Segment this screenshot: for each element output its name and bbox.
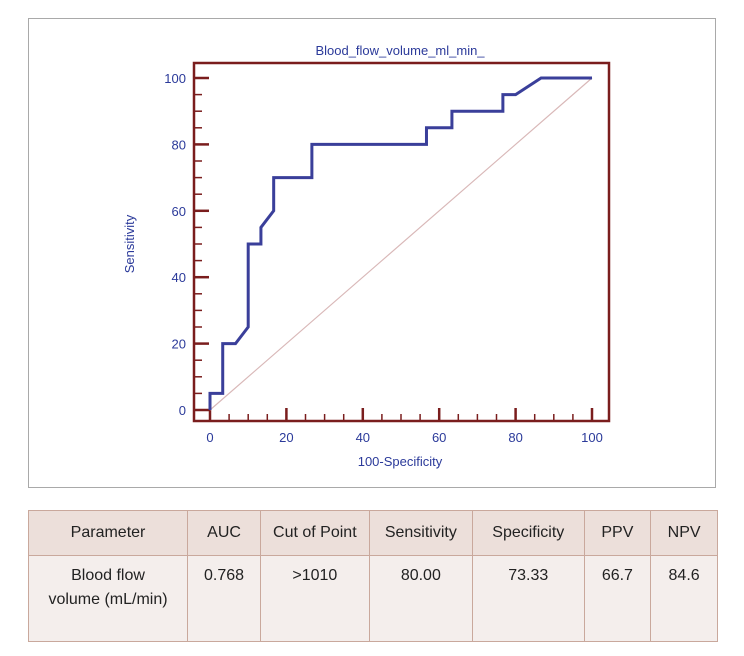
column-header: PPV (583, 510, 652, 556)
x-tick-label: 40 (356, 430, 370, 445)
y-tick-label: 20 (172, 337, 186, 352)
table-cell: 80.00 (368, 555, 473, 642)
table-cell: 0.768 (187, 555, 261, 642)
table-cell: >1010 (260, 555, 370, 642)
plot-border (192, 61, 611, 423)
x-tick-label: 0 (206, 430, 213, 445)
y-tick-label: 80 (172, 137, 186, 152)
column-header: Sensitivity (368, 510, 473, 556)
table-row: Blood flow volume (mL/min) 0.768 >1010 80.0… (27, 555, 718, 642)
table-header-row: Parameter AUC Cut of Point Sensitivity Speci… (27, 510, 718, 556)
table-cell: 73.33 (471, 555, 585, 642)
y-tick-label: 0 (179, 403, 186, 418)
x-tick-label: 100 (581, 430, 603, 445)
chart-frame (28, 18, 716, 488)
y-tick-label: 100 (164, 71, 186, 86)
x-axis-label: 100-Specificity (358, 454, 443, 469)
reference-diagonal (209, 77, 593, 411)
table-cell: 66.7 (583, 555, 652, 642)
table-cell: Blood flow volume (mL/min) (27, 555, 189, 642)
y-tick-label: 40 (172, 270, 186, 285)
y-tick-label: 60 (172, 204, 186, 219)
column-header: AUC (187, 510, 261, 556)
column-header: Specificity (471, 510, 585, 556)
results-table: Parameter AUC Cut of Point Sensitivity Speci… (27, 510, 718, 642)
roc-chart: Blood_flow_volume_ml_min_ 100-Specificit… (122, 43, 611, 469)
x-tick-label: 80 (508, 430, 522, 445)
column-header: Cut of Point (260, 510, 370, 556)
table-cell: 84.6 (650, 555, 718, 642)
x-tick-label: 60 (432, 430, 446, 445)
column-header: Parameter (27, 510, 189, 556)
chart-title: Blood_flow_volume_ml_min_ (315, 43, 485, 58)
y-axis-label: Sensitivity (122, 214, 137, 273)
x-tick-label: 20 (279, 430, 293, 445)
roc-curve (208, 76, 592, 410)
column-header: NPV (650, 510, 718, 556)
